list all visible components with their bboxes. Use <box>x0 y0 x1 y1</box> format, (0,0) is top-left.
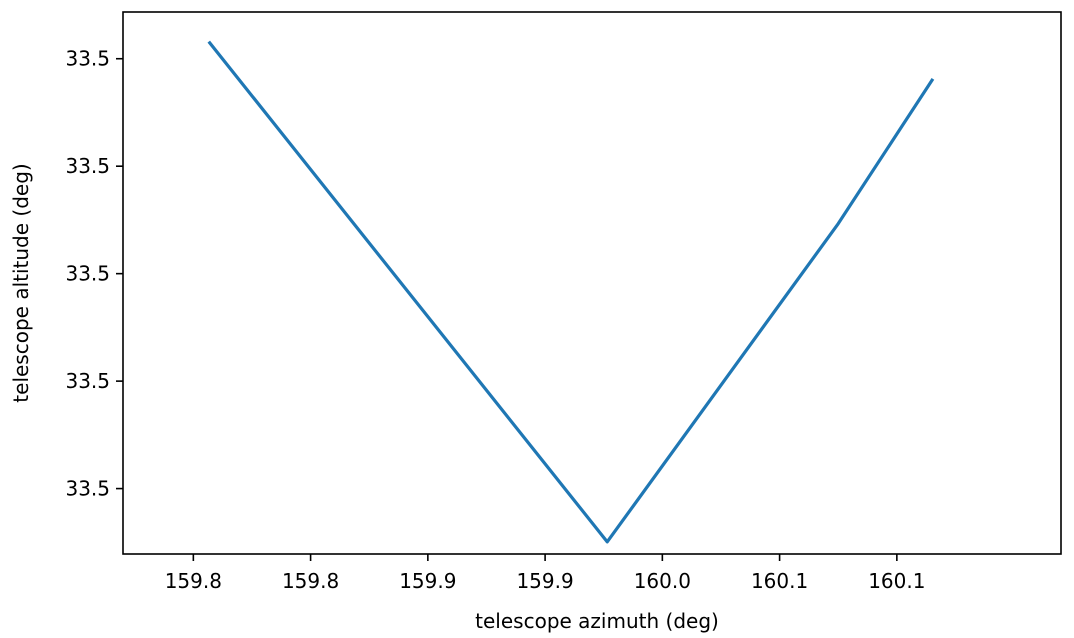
x-tick-label: 159.9 <box>399 569 456 593</box>
x-tick-label: 159.9 <box>516 569 573 593</box>
plot-area <box>123 12 1061 554</box>
x-tick-label: 160.1 <box>751 569 808 593</box>
y-tick-label: 33.5 <box>65 369 110 393</box>
x-tick-label: 159.8 <box>165 569 222 593</box>
x-ticks: 159.8 159.8 159.9 159.9 160.0 160.1 160.1 <box>165 554 926 593</box>
y-tick-label: 33.5 <box>65 262 110 286</box>
x-tick-label: 160.1 <box>868 569 925 593</box>
x-tick-label: 159.8 <box>282 569 339 593</box>
y-ticks: 33.5 33.5 33.5 33.5 33.5 <box>65 47 123 501</box>
x-axis-label: telescope azimuth (deg) <box>475 609 719 633</box>
x-tick-label: 160.0 <box>634 569 691 593</box>
y-tick-label: 33.5 <box>65 477 110 501</box>
y-tick-label: 33.5 <box>65 47 110 71</box>
y-tick-label: 33.5 <box>65 154 110 178</box>
y-axis-label: telescope altitude (deg) <box>9 163 33 402</box>
